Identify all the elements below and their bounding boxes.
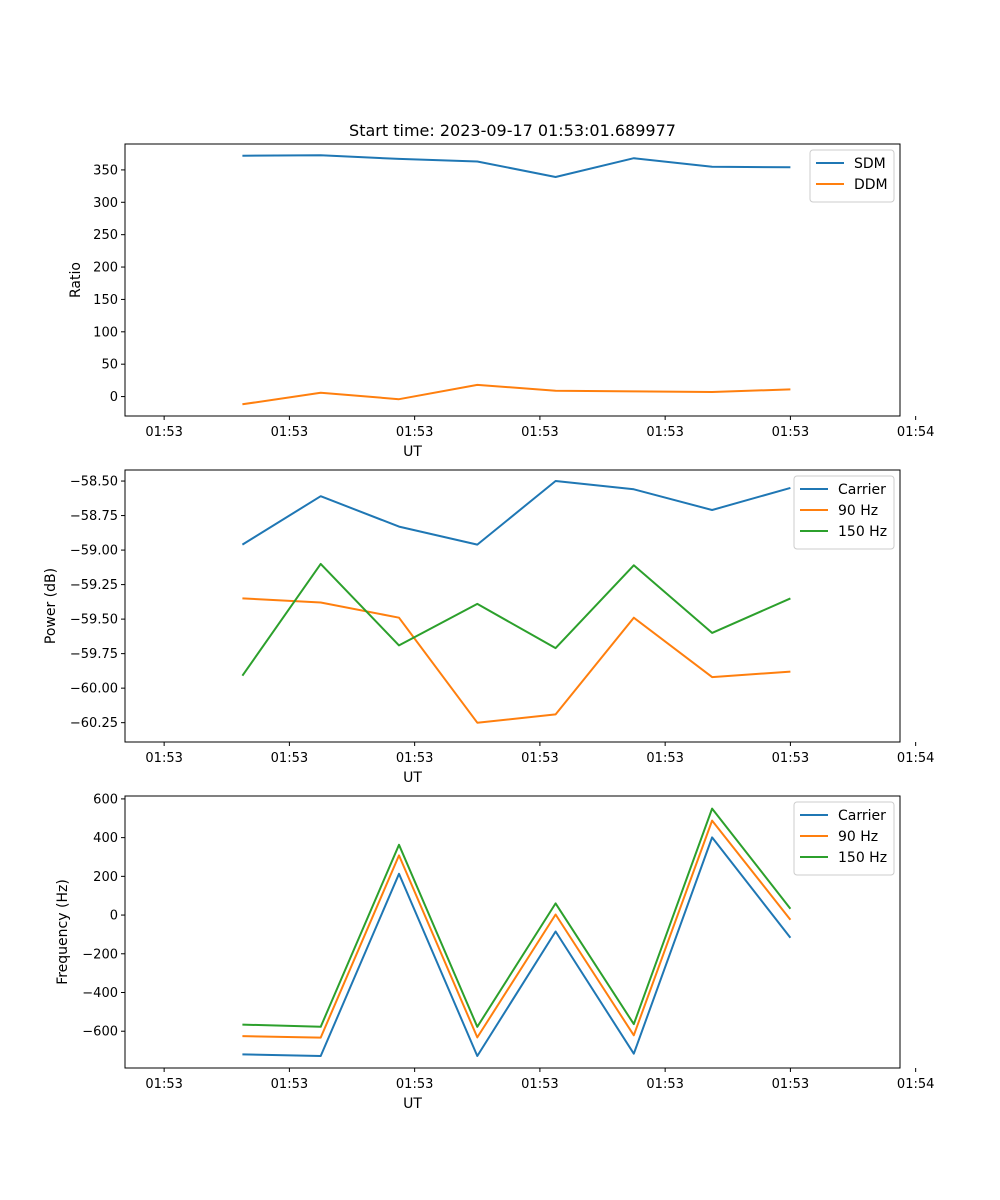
subplot-1: 01:53 01:53 01:53 01:53 01:53 01:53 01:54 0 50 10… xyxy=(68,121,934,460)
legend: Carrier 90 Hz 150 Hz xyxy=(793,475,895,550)
subplot-3: 01:53 01:53 01:53 01:53 01:53 01:53 01:54 −600 −… xyxy=(55,792,934,1112)
x-tick-label: 01:53 xyxy=(772,1077,809,1092)
y-tick-label: −59.00 xyxy=(70,544,118,559)
y-tick-label: −200 xyxy=(82,947,118,962)
y-axis-label: Power (dB) xyxy=(43,568,59,644)
series-line-90-hz xyxy=(242,597,791,724)
y-tick-label: 300 xyxy=(93,196,118,211)
legend-label: 90 Hz xyxy=(838,503,878,519)
legend: Carrier 90 Hz 150 Hz xyxy=(793,801,895,876)
y-tick-label: 100 xyxy=(93,325,118,340)
y-tick-label: 350 xyxy=(93,163,118,178)
axes-frame xyxy=(124,469,901,743)
x-tick-label: 01:53 xyxy=(145,425,182,440)
y-tick-label: 50 xyxy=(101,358,118,373)
legend-label: Carrier xyxy=(838,482,886,498)
x-tick-label: 01:53 xyxy=(271,1077,308,1092)
y-tick-label: −58.75 xyxy=(70,509,118,524)
x-tick-label: 01:53 xyxy=(646,425,683,440)
y-tick-label: 0 xyxy=(110,909,118,924)
x-tick-label: 01:54 xyxy=(897,751,934,766)
series-line-150-hz xyxy=(241,562,791,677)
legend-label: DDM xyxy=(854,177,888,193)
x-tick-label: 01:53 xyxy=(271,425,308,440)
x-tick-label: 01:54 xyxy=(897,425,934,440)
y-tick-label: 600 xyxy=(93,792,118,807)
x-tick-label: 01:53 xyxy=(145,751,182,766)
axes-frame xyxy=(124,795,901,1069)
y-axis-label: Frequency (Hz) xyxy=(55,879,71,985)
legend: SDM DDM xyxy=(809,149,895,203)
legend-label: Carrier xyxy=(838,808,886,824)
legend-label: 150 Hz xyxy=(838,850,887,866)
x-tick-label: 01:54 xyxy=(897,1077,934,1092)
x-tick-label: 01:53 xyxy=(521,1077,558,1092)
x-tick-label: 01:53 xyxy=(772,425,809,440)
y-tick-label: 250 xyxy=(93,228,118,243)
x-tick-label: 01:53 xyxy=(396,425,433,440)
x-tick-label: 01:53 xyxy=(521,751,558,766)
x-tick-label: 01:53 xyxy=(396,751,433,766)
y-axis-label: Ratio xyxy=(68,262,84,298)
legend-label: SDM xyxy=(854,156,886,172)
y-tick-label: 150 xyxy=(93,293,118,308)
y-tick-label: −600 xyxy=(82,1025,118,1040)
x-tick-label: 01:53 xyxy=(396,1077,433,1092)
y-tick-label: −59.75 xyxy=(70,647,118,662)
x-axis-label: UT xyxy=(403,770,422,786)
y-tick-label: 200 xyxy=(93,261,118,276)
y-tick-label: −400 xyxy=(82,986,118,1001)
legend-label: 150 Hz xyxy=(838,524,887,540)
y-tick-label: −60.25 xyxy=(70,716,118,731)
y-tick-label: −60.00 xyxy=(70,682,118,697)
x-tick-label: 01:53 xyxy=(646,751,683,766)
x-axis-label: UT xyxy=(403,444,422,460)
x-tick-label: 01:53 xyxy=(772,751,809,766)
x-tick-label: 01:53 xyxy=(271,751,308,766)
legend-label: 90 Hz xyxy=(838,829,878,845)
y-tick-label: −59.50 xyxy=(70,613,118,628)
y-tick-label: 400 xyxy=(93,831,118,846)
subplot-2: 01:53 01:53 01:53 01:53 01:53 01:53 01:54 −60.2… xyxy=(43,469,934,786)
series-line-90-hz xyxy=(242,819,792,1039)
series-line-150-hz xyxy=(242,807,792,1028)
series-line-carrier xyxy=(242,836,792,1057)
x-tick-label: 01:53 xyxy=(521,425,558,440)
series-line-sdm xyxy=(242,154,791,178)
series-line-ddm xyxy=(242,383,791,406)
y-tick-label: −58.50 xyxy=(70,475,118,490)
x-tick-label: 01:53 xyxy=(646,1077,683,1092)
y-tick-label: 0 xyxy=(110,390,118,405)
chart-title: Start time: 2023-09-17 01:53:01.689977 xyxy=(349,121,676,140)
y-tick-label: 200 xyxy=(93,870,118,885)
series-line-carrier xyxy=(241,480,791,546)
y-tick-label: −59.25 xyxy=(70,578,118,593)
x-axis-label: UT xyxy=(403,1096,422,1112)
x-tick-label: 01:53 xyxy=(145,1077,182,1092)
axes-frame xyxy=(124,143,901,417)
